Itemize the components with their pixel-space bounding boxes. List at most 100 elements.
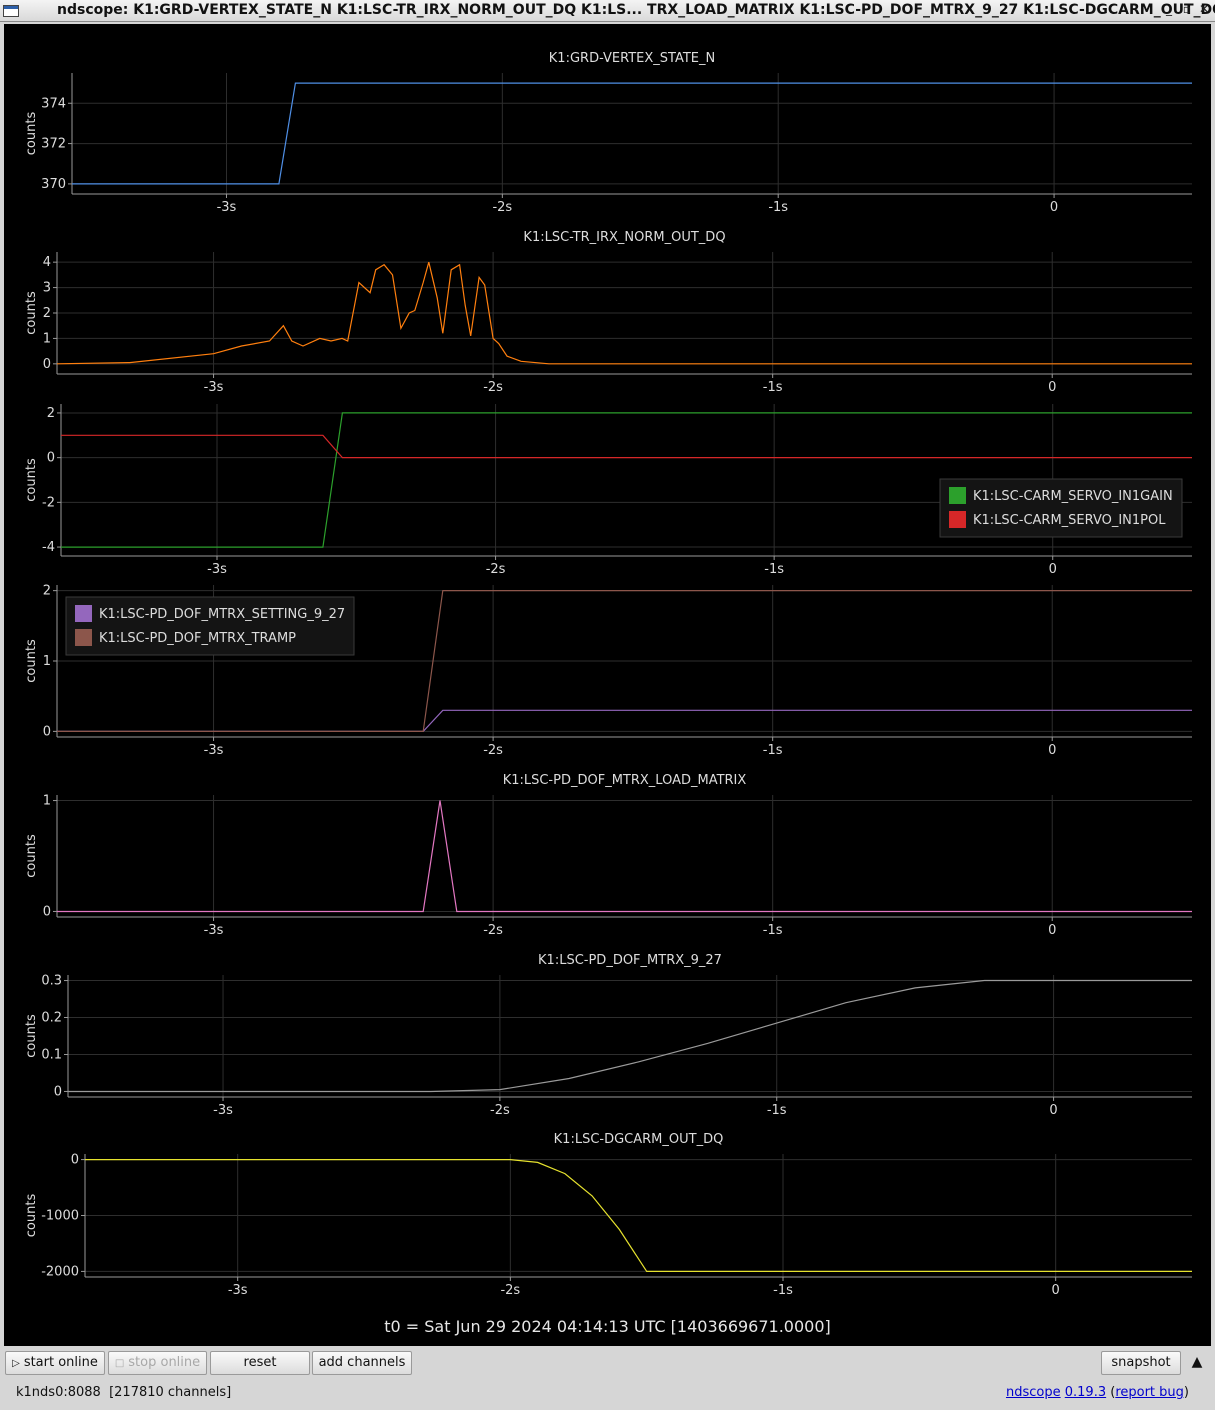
plots-canvas[interactable]: -3s -2s -1s 0370372374countsK1:GRD-VERTEX_S… [4,24,1211,1314]
x-tick-label: 0 [1050,200,1058,215]
expand-panel-icon[interactable]: ▲ [1191,1354,1203,1370]
x-tick-label: -3s [228,1283,248,1298]
x-tick-label: -1s [767,1103,787,1118]
x-tick-label: -2s [500,1283,520,1298]
y-tick-label: 0 [71,1153,79,1168]
y-tick-label: 3 [43,281,51,296]
x-tick-label: -1s [763,923,783,938]
y-tick-label: 1 [43,654,51,669]
y-tick-label: 0 [47,451,55,466]
x-tick-label: -3s [204,743,224,758]
series-line-1 [72,82,1192,185]
close-icon[interactable]: ✕ [1198,2,1210,16]
ndscope-link[interactable]: ndscope [1005,1385,1061,1400]
title-bar: ndscope: K1:GRD-VERTEX_STATE_N K1:LSC-TR… [0,0,1215,22]
y-tick-label: -2 [42,495,55,510]
x-tick-label: 0 [1049,562,1057,577]
x-tick-label: -1s [768,200,788,215]
status-bar: k1nds0:8088 [217810 channels] ndscope 0.… [0,1380,1215,1410]
window-title: ndscope: K1:GRD-VERTEX_STATE_N K1:LSC-TR… [57,2,1215,18]
legend-box [65,596,355,656]
y-axis-label: counts [24,1194,39,1238]
y-tick-label: 0.1 [41,1047,62,1062]
about-links: ndscope 0.19.3 (report bug) [1005,1385,1189,1400]
x-tick-label: -2s [492,200,512,215]
y-axis-label: counts [24,1014,39,1058]
x-tick-label: -2s [486,562,506,577]
x-tick-label: 0 [1048,923,1056,938]
x-tick-label: 0 [1048,743,1056,758]
x-tick-label: -3s [204,923,224,938]
y-axis-label: counts [24,834,39,878]
legend-box [939,478,1183,538]
x-tick-label: -3s [207,562,227,577]
control-bar: ▷ start online □ stop online reset add cha… [0,1348,1215,1380]
y-tick-label: -2000 [41,1264,79,1279]
legend-label: K1:LSC-CARM_SERVO_IN1GAIN [973,489,1173,504]
start-online-label: start online [23,1355,98,1370]
x-tick-label: 0 [1049,1103,1057,1118]
x-tick-label: -1s [763,380,783,395]
x-tick-label: -2s [483,923,503,938]
x-tick-label: -2s [490,1103,510,1118]
plot-area[interactable]: -3s -2s -1s 0 370 372 374 counts K1:GRD-VERTEX_S… [4,24,1211,1346]
series-line-1 [85,1158,1192,1273]
y-tick-label: 0 [43,724,51,739]
y-tick-label: -1000 [41,1209,79,1224]
x-tick-label: -1s [764,562,784,577]
plot-title: K1:LSC-TR_IRX_NORM_OUT_DQ [523,230,725,245]
series-line-2 [61,434,1192,459]
x-tick-label: -3s [217,200,237,215]
stop-online-label: stop online [128,1355,201,1370]
y-axis-label: counts [24,458,39,502]
reset-button[interactable]: reset [210,1351,310,1375]
y-tick-label: 1 [43,794,51,809]
t0-label: t0 = Sat Jun 29 2024 04:14:13 UTC [14036… [384,1317,831,1336]
y-tick-label: 0.2 [41,1011,62,1026]
y-tick-label: 374 [41,96,66,111]
x-tick-label: 0 [1048,380,1056,395]
x-tick-label: 0 [1052,1283,1060,1298]
y-axis-label: counts [24,639,39,683]
y-tick-label: 0 [43,904,51,919]
y-tick-label: 370 [41,177,66,192]
channel-count: [217810 channels] [109,1385,232,1400]
series-line-1 [68,979,1192,1093]
x-tick-label: -2s [483,743,503,758]
x-tick-label: -1s [763,743,783,758]
series-line-1 [57,800,1192,913]
y-axis-label: counts [24,291,39,335]
minimize-icon[interactable]: _ [1166,2,1172,16]
window-icon [3,5,19,17]
legend-label: K1:LSC-CARM_SERVO_IN1POL [973,513,1166,528]
y-axis-label: counts [24,112,39,156]
y-tick-label: -4 [42,540,55,555]
series-line-1 [61,412,1192,548]
y-tick-label: 2 [47,406,55,421]
y-tick-label: 1 [43,331,51,346]
x-tick-label: -3s [204,380,224,395]
y-tick-label: 372 [41,137,66,152]
series-line-1 [56,262,1192,365]
y-tick-label: 4 [43,255,51,270]
legend-swatch [949,511,966,528]
server-address: k1nds0:8088 [16,1385,101,1400]
add-channels-button[interactable]: add channels [312,1351,412,1375]
report-bug-link[interactable]: report bug [1115,1385,1184,1400]
y-tick-label: 2 [43,306,51,321]
stop-online-button[interactable]: □ stop online [108,1351,207,1375]
version-link[interactable]: 0.19.3 [1064,1385,1107,1400]
legend-label: K1:LSC-PD_DOF_MTRX_SETTING_9_27 [99,607,345,622]
start-online-button[interactable]: ▷ start online [5,1351,105,1375]
legend-swatch [949,487,966,504]
y-tick-label: 0 [43,357,51,372]
legend-swatch [75,629,92,646]
snapshot-button[interactable]: snapshot [1101,1351,1181,1375]
legend-label: K1:LSC-PD_DOF_MTRX_TRAMP [99,631,296,646]
plot-title: K1:LSC-PD_DOF_MTRX_9_27 [538,953,722,968]
y-tick-label: 0.3 [41,974,62,989]
stop-icon: □ [114,1358,125,1369]
legend-swatch [75,605,92,622]
maximize-icon[interactable]: ▫ [1182,2,1192,16]
x-tick-label: -1s [773,1283,793,1298]
